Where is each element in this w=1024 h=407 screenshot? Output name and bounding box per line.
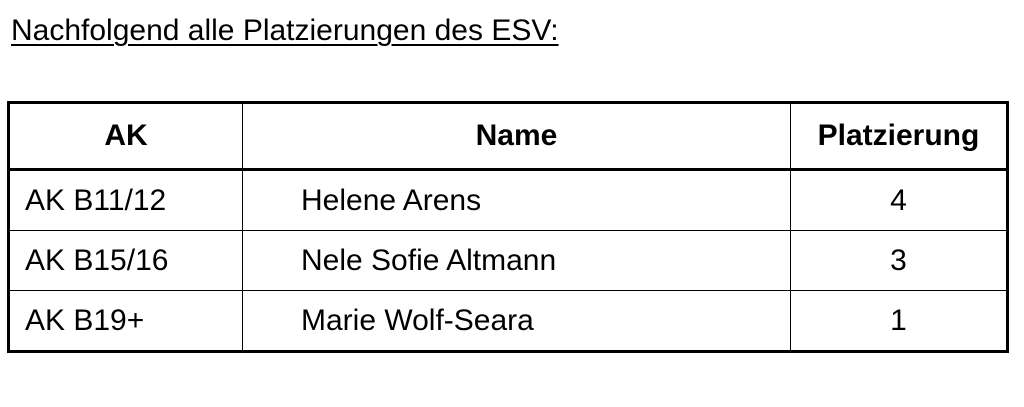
header-platzierung: Platzierung bbox=[790, 102, 1008, 171]
table-row: AK B11/12 Helene Arens 4 bbox=[8, 169, 1008, 231]
cell-ak: AK B11/12 bbox=[8, 169, 243, 231]
cell-name: Marie Wolf-Seara bbox=[242, 290, 791, 352]
cell-name: Helene Arens bbox=[242, 169, 791, 231]
cell-platzierung: 1 bbox=[790, 290, 1008, 352]
table-row: AK B19+ Marie Wolf-Seara 1 bbox=[8, 290, 1008, 352]
table-header-row: AK Name Platzierung bbox=[8, 102, 1008, 171]
table-row: AK B15/16 Nele Sofie Altmann 3 bbox=[8, 230, 1008, 291]
header-name: Name bbox=[242, 102, 791, 171]
cell-platzierung: 3 bbox=[790, 230, 1008, 291]
cell-name: Nele Sofie Altmann bbox=[242, 230, 791, 291]
header-ak: AK bbox=[8, 102, 243, 171]
placements-table: AK Name Platzierung AK B11/12 Helene Are… bbox=[7, 101, 1009, 353]
cell-ak: AK B15/16 bbox=[8, 230, 243, 291]
document-title: Nachfolgend alle Platzierungen des ESV: bbox=[11, 14, 559, 47]
cell-ak: AK B19+ bbox=[8, 290, 243, 352]
cell-platzierung: 4 bbox=[790, 169, 1008, 231]
